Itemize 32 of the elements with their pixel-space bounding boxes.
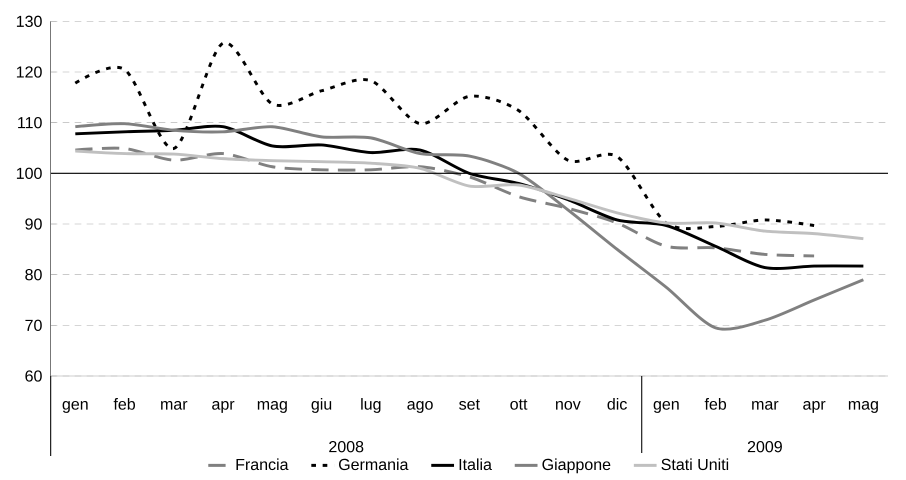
legend-label: Giappone [542, 458, 610, 474]
y-tick-label: 100 [16, 168, 42, 179]
text: 2009 [748, 441, 782, 452]
x-tick-label: lug [361, 398, 380, 413]
x-tick-label: ott [510, 399, 528, 410]
x-tick-label: dic [608, 398, 627, 410]
x-tick-label: mar [161, 400, 188, 410]
x-tick-label: mar [752, 400, 778, 410]
legend-label: Italia [460, 458, 492, 470]
x-tick-label: mag [258, 400, 287, 413]
x-tick-label: feb [114, 398, 135, 410]
y-tick-label: 130 [16, 16, 42, 27]
legend-label: Stati Uniti [661, 458, 728, 470]
x-tick-label: apr [212, 400, 234, 413]
y-tick-label: 120 [16, 66, 42, 78]
y-tick-label: 70 [25, 320, 42, 331]
text: 2008 [329, 441, 364, 452]
x-tick-label: mag [848, 400, 878, 413]
y-tick-label: 60 [25, 370, 42, 382]
x-tick-label: gen [62, 400, 88, 413]
x-tick-label: set [459, 399, 480, 410]
y-tick-label: 90 [25, 218, 42, 230]
x-tick-label: ago [407, 400, 433, 413]
x-tick-label: gen [654, 400, 679, 413]
x-tick-label: nov [556, 400, 581, 410]
y-tick-label: 80 [25, 269, 42, 280]
legend-label: Francia [236, 458, 288, 470]
x-tick-label: apr [803, 400, 826, 413]
y-tick-label: 110 [18, 117, 42, 128]
legend-label: Germania [339, 458, 408, 470]
x-tick-label: giu [312, 398, 332, 413]
x-tick-label: feb [704, 398, 726, 410]
